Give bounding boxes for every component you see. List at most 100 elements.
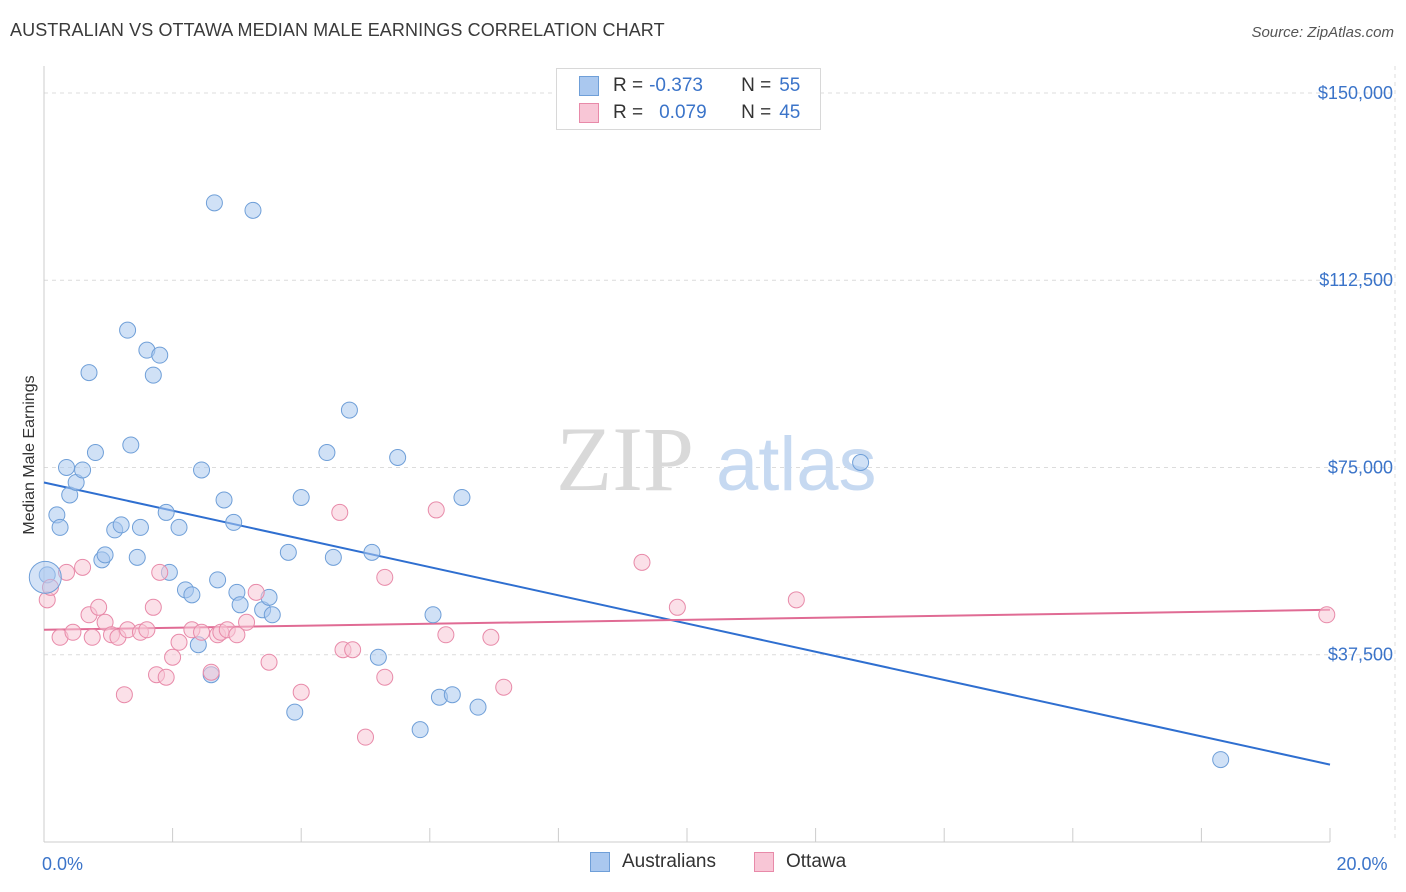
point-australians xyxy=(292,488,310,506)
watermark-atlas: atlas xyxy=(716,422,877,507)
legend-item-ottawa: Ottawa xyxy=(754,851,846,873)
point-australians xyxy=(318,444,336,462)
point-australians xyxy=(469,698,487,716)
point-australians xyxy=(231,596,249,614)
point-australians xyxy=(122,436,140,454)
point-australians xyxy=(157,503,175,521)
y-axis-label: Median Male Earnings xyxy=(21,375,38,534)
point-ottawa xyxy=(238,613,256,631)
point-ottawa xyxy=(482,628,500,646)
point-ottawa xyxy=(83,628,101,646)
y-tick-label: $112,500 xyxy=(1319,270,1393,290)
point-australians xyxy=(411,721,429,739)
legend-n-label: N = xyxy=(741,102,772,123)
point-australians xyxy=(86,444,104,462)
point-australians xyxy=(369,648,387,666)
point-australians xyxy=(209,571,227,589)
point-ottawa xyxy=(228,626,246,644)
legend-row-ottawa: R = 0.079 N = 45 xyxy=(579,100,800,126)
point-ottawa xyxy=(427,501,445,519)
point-ottawa xyxy=(357,728,374,746)
point-ottawa xyxy=(164,648,182,666)
point-australians xyxy=(80,364,98,382)
legend-swatch-australians xyxy=(590,852,610,872)
trend-line-australians xyxy=(43,481,1331,766)
point-ottawa xyxy=(138,621,156,639)
legend-r-label: R = xyxy=(613,75,644,96)
chart-title: AUSTRALIAN VS OTTAWA MEDIAN MALE EARNING… xyxy=(10,20,665,40)
point-ottawa xyxy=(1318,606,1336,624)
point-ottawa xyxy=(202,663,220,681)
legend-n-value: 45 xyxy=(779,102,801,123)
point-ottawa xyxy=(144,598,162,616)
legend-row-australians: R = -0.373 N = 55 xyxy=(579,73,800,99)
legend-label-ottawa: Ottawa xyxy=(786,851,847,872)
data-points xyxy=(28,194,1336,769)
point-australians xyxy=(151,346,169,364)
point-ottawa xyxy=(151,563,169,581)
point-ottawa xyxy=(157,668,175,686)
point-australians xyxy=(215,491,233,509)
point-australians xyxy=(279,543,297,561)
legend-item-australians: Australians xyxy=(590,851,716,873)
point-ottawa xyxy=(495,678,513,696)
x-tick-label: 20.0% xyxy=(1336,854,1387,874)
point-australians-large xyxy=(28,560,62,594)
legend-r-value: 0.079 xyxy=(659,102,707,123)
y-tick-label: $150,000 xyxy=(1318,83,1393,103)
point-australians xyxy=(131,518,149,536)
point-ottawa xyxy=(437,626,455,644)
point-ottawa xyxy=(633,553,651,571)
watermark-zip: ZIP xyxy=(556,408,694,510)
correlation-legend: R = -0.373 N = 55 R = 0.079 N = 45 xyxy=(556,68,821,130)
point-australians xyxy=(340,401,358,419)
point-ottawa xyxy=(90,598,108,616)
point-ottawa xyxy=(260,653,278,671)
legend-n-value: 55 xyxy=(779,75,801,96)
y-tick-label: $75,000 xyxy=(1328,457,1393,477)
legend-n-label: N = xyxy=(741,75,772,96)
point-australians xyxy=(96,546,114,564)
point-australians xyxy=(51,518,69,536)
y-tick-label: $37,500 xyxy=(1328,645,1393,665)
point-australians xyxy=(443,686,461,704)
point-ottawa xyxy=(115,686,133,704)
point-australians xyxy=(389,449,407,467)
point-australians xyxy=(244,201,262,219)
point-australians xyxy=(263,606,281,624)
point-ottawa xyxy=(74,558,92,576)
point-australians xyxy=(852,453,870,471)
point-australians xyxy=(324,548,342,566)
point-australians xyxy=(193,461,211,479)
point-australians xyxy=(424,606,442,624)
series-legend: Australians Ottawa xyxy=(0,851,1406,877)
tick-labels: $37,500 $75,000 $112,500 $150,000 0.0% 20.0% xyxy=(42,83,1393,874)
point-ottawa xyxy=(344,641,362,659)
axes xyxy=(43,66,1331,843)
point-ottawa xyxy=(668,598,686,616)
point-australians xyxy=(183,586,201,604)
point-australians xyxy=(74,461,92,479)
legend-swatch-ottawa xyxy=(579,103,599,123)
trend-lines xyxy=(43,481,1331,766)
point-australians xyxy=(170,518,188,536)
point-ottawa xyxy=(193,623,211,641)
legend-swatch-ottawa xyxy=(754,852,774,872)
point-australians xyxy=(1212,751,1230,769)
point-ottawa xyxy=(331,503,349,521)
x-tick-label: 0.0% xyxy=(42,854,83,874)
point-australians xyxy=(112,516,130,534)
point-australians xyxy=(363,543,381,561)
legend-r-value: -0.373 xyxy=(649,75,703,96)
trend-line-ottawa xyxy=(43,608,1331,631)
point-australians xyxy=(144,366,162,384)
point-australians xyxy=(205,194,223,212)
point-ottawa xyxy=(292,683,310,701)
point-australians xyxy=(286,703,304,721)
legend-label-australians: Australians xyxy=(622,851,716,872)
point-ottawa xyxy=(170,633,188,651)
watermark: ZIP atlas xyxy=(556,408,877,510)
point-australians xyxy=(58,458,76,476)
point-australians xyxy=(225,513,243,531)
